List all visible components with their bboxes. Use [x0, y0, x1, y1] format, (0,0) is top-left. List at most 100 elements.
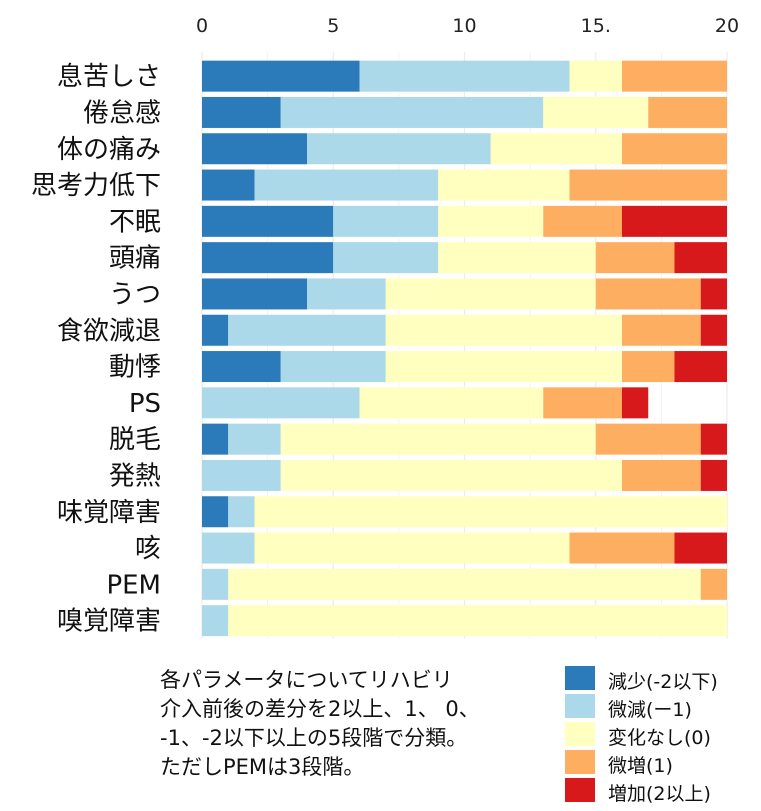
bar-segment [648, 96, 727, 128]
legend-label: 微増(1) [608, 755, 673, 777]
bar-segment [280, 96, 544, 128]
y-category-label: 体の痛み [57, 135, 161, 165]
bar-segment [280, 423, 596, 455]
bar-segment [385, 278, 596, 310]
bar-segment [228, 423, 281, 455]
bar-segment [202, 496, 229, 528]
bar-segment [700, 314, 727, 346]
bar-segment [228, 496, 255, 528]
bar-segment [228, 314, 386, 346]
bar-segment [254, 496, 727, 528]
caption-line: 介入前後の差分を2以上、1、 0、 [160, 697, 480, 721]
bar-segment [438, 169, 570, 201]
y-category-label: うつ [109, 280, 161, 310]
bar-segment [438, 242, 596, 274]
bar-segment [595, 278, 701, 310]
legend-item: 減少(-2以下) [565, 664, 761, 693]
bar-segment [359, 387, 544, 419]
bar-segment [569, 532, 675, 564]
x-tick-label: 5 [327, 15, 339, 37]
bar-segment [569, 60, 622, 92]
bar-segment [359, 60, 570, 92]
y-category-label: PS [129, 389, 161, 419]
legend-swatch [565, 666, 595, 690]
bar-segment [622, 205, 727, 237]
bar-segment [202, 568, 229, 600]
legend-label: 微減(ー1) [608, 699, 692, 721]
bar-segment [622, 314, 701, 346]
bar-segment [202, 423, 229, 455]
bar-segment [307, 133, 491, 165]
bar-segment [674, 242, 727, 274]
legend-swatch [565, 694, 595, 718]
legend-item: 変化なし(0) [565, 720, 761, 749]
legend-label: 増加(2以上) [608, 783, 711, 805]
bar-segment [228, 568, 701, 600]
bar-segment [622, 387, 649, 419]
bar-segment [700, 459, 727, 491]
x-axis-ticks: 0 5 10 15. 20 [196, 15, 739, 37]
y-category-label: 嗅覚障害 [57, 607, 161, 637]
caption: 各パラメータについてリハビリ 介入前後の差分を2以上、1、 0、 -1、-2以下… [160, 666, 560, 782]
bar-area [202, 60, 727, 637]
legend-item: 微増(1) [565, 748, 761, 777]
bar-segment [202, 205, 334, 237]
y-category-label: 味覚障害 [57, 498, 161, 528]
y-category-label: 発熱 [109, 461, 161, 491]
legend-swatch [565, 722, 595, 746]
bar-segment [700, 568, 727, 600]
bar-segment [202, 133, 307, 165]
bar-segment [595, 242, 675, 274]
caption-line: ただしPEMは3段階。 [160, 755, 365, 779]
bar-segment [622, 351, 675, 383]
legend-label: 変化なし(0) [608, 727, 711, 749]
bar-segment [333, 205, 439, 237]
bar-segment [622, 133, 727, 165]
bar-segment [202, 96, 281, 128]
x-tick-label: 15. [581, 15, 611, 37]
bar-segment [622, 459, 701, 491]
bar-segment [254, 532, 570, 564]
bar-segment [280, 351, 386, 383]
caption-line: -1、-2以下以上の5段階で分類。 [160, 726, 468, 750]
x-tick-label: 10 [452, 15, 476, 37]
legend-item: 微減(ー1) [565, 692, 761, 721]
bar-segment [202, 532, 255, 564]
caption-line: 各パラメータについてリハビリ [160, 668, 453, 692]
bar-segment [622, 60, 727, 92]
bar-segment [543, 387, 622, 419]
y-category-label: 食欲減退 [57, 316, 161, 346]
bar-segment [202, 278, 307, 310]
legend-label: 減少(-2以下) [608, 671, 718, 693]
bar-segment [254, 169, 439, 201]
bar-segment [307, 278, 386, 310]
y-category-label: 息苦しさ [57, 62, 161, 92]
y-category-label: 動悸 [109, 353, 161, 383]
bar-segment [674, 532, 727, 564]
y-category-label: 倦怠感 [83, 98, 161, 128]
bar-segment [490, 133, 622, 165]
y-category-label: 咳 [135, 534, 161, 564]
bar-segment [438, 205, 544, 237]
bar-segment [202, 459, 281, 491]
x-tick-label: 0 [196, 15, 208, 37]
bar-segment [385, 351, 622, 383]
y-category-label: 頭痛 [109, 244, 161, 274]
bar-segment [543, 205, 622, 237]
y-category-label: 思考力低下 [31, 171, 161, 201]
bar-segment [202, 169, 255, 201]
bar-segment [333, 242, 439, 274]
bar-segment [543, 96, 649, 128]
legend: 減少(-2以下) 微減(ー1) 変化なし(0) 微増(1) 増加(2以上) [565, 664, 761, 805]
bar-segment [202, 387, 360, 419]
bar-segment [569, 169, 727, 201]
legend-item: 増加(2以上) [565, 776, 761, 805]
y-category-label: PEM [106, 570, 161, 600]
bar-segment [202, 605, 229, 637]
bar-segment [674, 351, 727, 383]
legend-swatch [565, 750, 595, 774]
bar-segment [228, 605, 727, 637]
bar-segment [202, 314, 229, 346]
